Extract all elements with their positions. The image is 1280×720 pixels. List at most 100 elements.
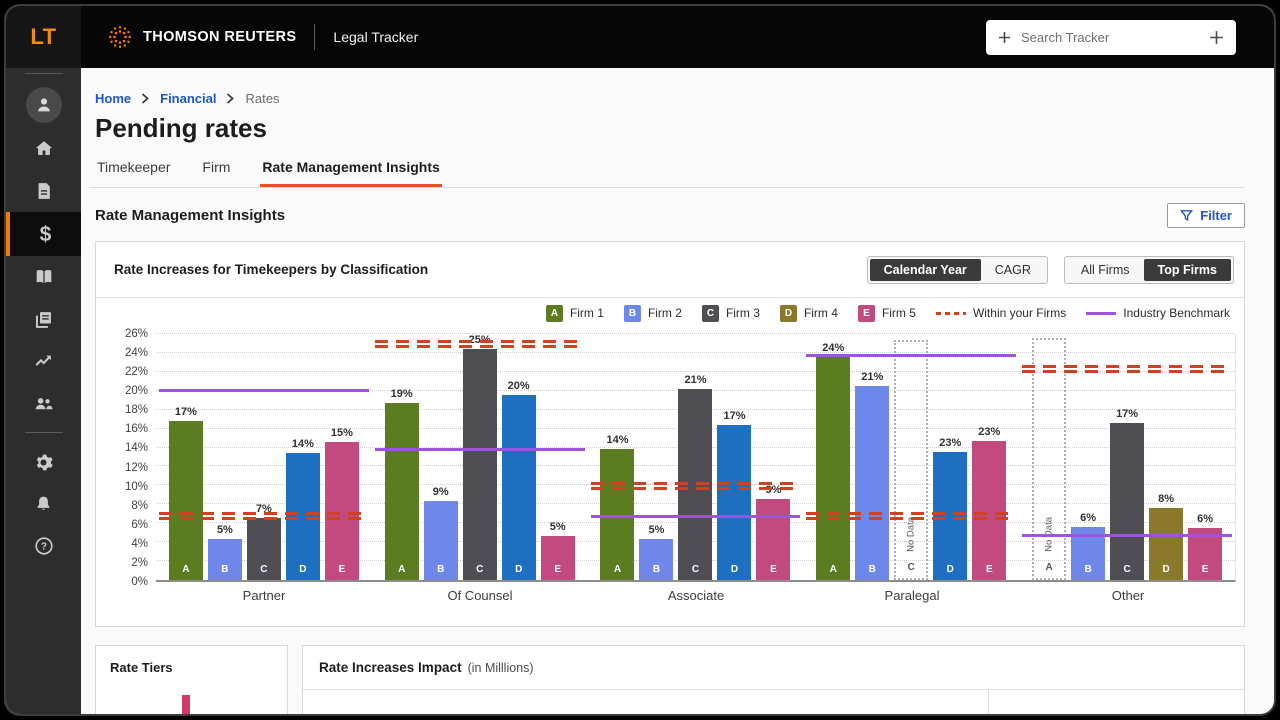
topbar: THOMSON REUTERS Legal Tracker Search Tra… (81, 6, 1274, 68)
bar-column: 14% A (600, 334, 635, 580)
no-data-label: No Data (905, 517, 917, 552)
legend-label: Industry Benchmark (1123, 306, 1230, 320)
toggle-group: Calendar Year CAGR (866, 255, 1048, 284)
bar-letter: C (907, 562, 915, 573)
dash-row (1022, 365, 1232, 369)
bar-firm-e: E (972, 440, 1007, 580)
dash-row (159, 516, 369, 520)
dash-row (806, 511, 1017, 515)
tab-firm[interactable]: Firm (202, 159, 231, 175)
bar-column: 21% C (678, 334, 713, 580)
bar-firm-c: C (246, 517, 281, 580)
bar-firm-a: A (168, 421, 203, 580)
legend-label: Within your Firms (972, 306, 1067, 320)
sidebar-item-contacts[interactable] (6, 382, 81, 424)
breadcrumb-chevron-icon (141, 92, 150, 104)
bar-value-label: 17% (1116, 407, 1139, 420)
thomson-reuters-logo (109, 26, 131, 48)
toggle-option[interactable]: Calendar Year (869, 258, 981, 281)
sidebar-item-library[interactable] (6, 256, 81, 298)
people-icon (35, 397, 53, 409)
bar-column: 23% D (933, 334, 968, 580)
bar-column: C No Data (894, 334, 929, 580)
bar-value-label: 24% (822, 341, 845, 354)
impact-columns-right: Total Across Tiers (988, 690, 1244, 714)
toggle-option[interactable]: All Firms (1080, 262, 1130, 277)
tab-timekeeper[interactable]: Timekeeper (97, 159, 171, 175)
bar-value-label: 17% (174, 406, 197, 419)
chart-group: 24% A 21% B C No Data 23% D 23% E (803, 334, 1019, 580)
breadcrumb-item[interactable]: Home (95, 90, 132, 106)
sidebar-item-documents[interactable] (6, 170, 81, 212)
lt-logo[interactable]: LT (6, 6, 81, 68)
bar-letter: E (1201, 564, 1209, 575)
chart-legend: A Firm 1 B Firm 2 C Firm 3 D Firm 4 E Firm 5 Withi… (96, 298, 1244, 328)
sidebar-item-profile[interactable] (6, 82, 81, 128)
bar-letter: E (338, 564, 346, 575)
bar-firm-b: B (639, 539, 674, 580)
bar-letter: E (554, 564, 562, 575)
rate-tiers-title: Rate Tiers (110, 660, 173, 675)
dash-row (374, 345, 585, 349)
bar-value-label: 14% (291, 438, 314, 451)
bar-column: 7% C (246, 334, 281, 580)
bar-letter: A (1045, 562, 1053, 573)
breadcrumb: Home Financial Rates (89, 90, 1245, 106)
sidebar-item-analytics[interactable] (6, 340, 81, 382)
bar-value-label: 8% (1158, 493, 1175, 506)
toggle-option[interactable]: Top Firms (1143, 258, 1231, 281)
gridline (156, 333, 1235, 334)
bar-value-label: 5% (216, 524, 233, 537)
bar-firm-d: D (1149, 508, 1184, 580)
tab-rate-management-insights[interactable]: Rate Management Insights (260, 153, 442, 187)
breadcrumb-item[interactable]: Financial (160, 90, 217, 106)
bar-value-label: 6% (1080, 512, 1097, 525)
bar-column: 17% D (717, 334, 752, 580)
sidebar-item-help[interactable]: ? (6, 525, 81, 567)
y-axis-label: 18% (124, 404, 148, 417)
y-axis-label: 0% (131, 576, 148, 588)
toggle-group: All Firms Top Firms (1063, 255, 1234, 284)
bar-value-label: 23% (978, 425, 1001, 438)
bar-letter: D (515, 564, 523, 575)
bar-column: 17% C (1110, 334, 1145, 580)
legend-line-sample (1086, 311, 1117, 315)
sidebar-item-home[interactable] (6, 128, 81, 170)
bar-firm-b: B (423, 500, 458, 580)
bar-cluster: A No Data 6% B 17% C 8% D 6% E (1019, 334, 1235, 580)
chart-group: 14% A 5% B 21% C 17% D 9%E (588, 334, 804, 580)
bar-letter: D (946, 564, 954, 575)
bar-no-data: A No Data (1032, 337, 1067, 580)
bar-value-label: 9% (432, 485, 449, 498)
plus-icon (999, 31, 1010, 43)
user-icon (37, 98, 50, 112)
bar-letter: B (437, 564, 445, 575)
chart-toggles: Calendar Year CAGR All Firms Top Firms (866, 255, 1234, 284)
toggle-option[interactable]: CAGR (994, 262, 1031, 277)
chart-card: Rate Increases for Timekeepers by Classi… (95, 241, 1245, 627)
search-input[interactable]: Search Tracker (986, 19, 1236, 55)
trending-up-icon (34, 355, 51, 366)
bar-firm-e: E (540, 536, 575, 580)
bar-firm-a: A (816, 356, 851, 580)
sidebar: LT $ (6, 6, 81, 714)
sidebar-item-notifications[interactable] (6, 483, 81, 525)
within-your-firms-line (159, 511, 369, 520)
industry-benchmark-line (1022, 533, 1232, 537)
bar-letter: B (221, 564, 229, 575)
bar-letter: A (829, 564, 837, 575)
gridline (156, 370, 1235, 372)
bar-value-label: 5% (648, 524, 665, 537)
sidebar-item-financial[interactable]: $ (6, 212, 81, 256)
bar-firm-c: C (1110, 422, 1145, 580)
plus-icon[interactable] (1209, 30, 1224, 45)
sidebar-item-settings[interactable] (6, 441, 81, 483)
gridline (156, 351, 1235, 353)
bar-letter: D (299, 564, 307, 575)
bar-letter: E (770, 564, 777, 575)
divider (24, 432, 63, 433)
filter-button[interactable]: Filter (1167, 203, 1245, 228)
breadcrumb-item: Rates (245, 90, 280, 106)
dash-row (159, 511, 369, 515)
sidebar-item-news[interactable] (6, 298, 81, 340)
